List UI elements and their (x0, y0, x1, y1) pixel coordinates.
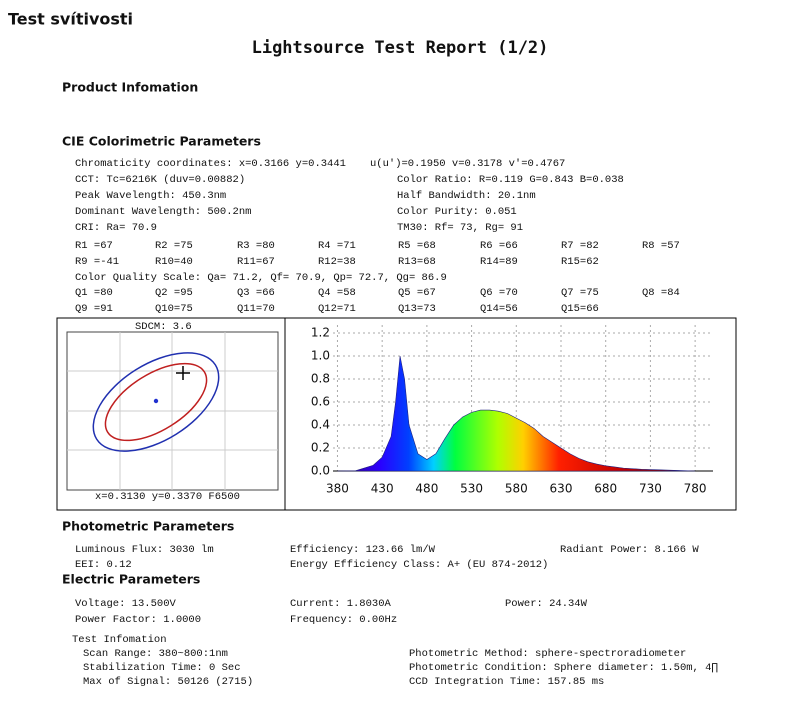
electric-param: Frequency: 0.00Hz (290, 614, 397, 626)
test-param: Stabilization Time: 0 Sec (83, 662, 241, 674)
cie-param: Dominant Wavelength: 500.2nm (75, 206, 251, 218)
cie-param: TM30: Rf= 73, Rg= 91 (397, 222, 523, 234)
cie-param: Chromaticity coordinates: x=0.3166 y=0.3… (75, 158, 346, 170)
cri-value: R5 =68 (398, 240, 436, 252)
cie-param: CRI: Ra= 70.9 (75, 222, 157, 234)
measured-point (176, 366, 190, 380)
cqs-value: Q12=71 (318, 303, 356, 315)
photometric-param: Luminous Flux: 3030 lm (75, 544, 214, 556)
x-tick-label: 480 (415, 482, 438, 496)
section-heading: Electric Parameters (62, 572, 200, 587)
cri-value: R10=40 (155, 256, 193, 268)
figure-frame (56, 317, 737, 511)
cri-value: R14=89 (480, 256, 518, 268)
test-param: Photometric Condition: Sphere diameter: … (409, 662, 718, 674)
section-heading: Photometric Parameters (62, 519, 234, 534)
cqs-value: Q9 =91 (75, 303, 113, 315)
cqs-value: Q13=73 (398, 303, 436, 315)
cri-value: R7 =82 (561, 240, 599, 252)
electric-param: Power: 24.34W (505, 598, 588, 610)
cri-value: R12=38 (318, 256, 356, 268)
sdcm-label: SDCM: 3.6 (135, 321, 192, 333)
spectrum-area (337, 355, 696, 472)
cie-param: Color Purity: 0.051 (397, 206, 517, 218)
tolerance-ellipse (92, 352, 220, 452)
section-heading: Product Infomation (62, 80, 198, 95)
photometric-param: Energy Efficiency Class: A+ (EU 874-2012… (290, 559, 548, 571)
x-tick-label: 580 (505, 482, 528, 496)
section-heading: CIE Colorimetric Parameters (62, 134, 261, 149)
cqs-value: Q15=66 (561, 303, 599, 315)
photometric-param: EEI: 0.12 (75, 559, 132, 571)
cqs-value: Q7 =75 (561, 287, 599, 299)
cie-param: u(u')=0.1950 v=0.3178 v'=0.4767 (370, 158, 565, 170)
chromaticity-diagram: SDCM: 3.6 x=0.3130 y=0.3370 F6500 (66, 321, 279, 503)
cie-param: CCT: Tc=6216K (duv=0.00882) (75, 174, 245, 186)
cie-param: Peak Wavelength: 450.3nm (75, 190, 226, 202)
x-tick-label: 630 (550, 482, 573, 496)
test-param: CCD Integration Time: 157.85 ms (409, 676, 604, 688)
cri-value: R6 =66 (480, 240, 518, 252)
section-heading: Test Infomation (72, 634, 167, 646)
photometric-param: Efficiency: 123.66 lm/W (290, 544, 436, 556)
cqs-value: Q2 =95 (155, 287, 193, 299)
x-tick-label: 680 (594, 482, 617, 496)
cqs-line: Color Quality Scale: Qa= 71.2, Qf= 70.9,… (75, 272, 447, 284)
cqs-value: Q11=70 (237, 303, 275, 315)
sdcm-ellipse (104, 362, 208, 442)
y-tick-label: 0.2 (311, 441, 330, 455)
cqs-value: Q10=75 (155, 303, 193, 315)
reference-label: x=0.3130 y=0.3370 F6500 (95, 491, 240, 503)
center-point (153, 398, 159, 404)
diagram-grid (67, 332, 278, 490)
cie-param: Color Ratio: R=0.119 G=0.843 B=0.038 (397, 174, 624, 186)
test-param: Scan Range: 380~800:1nm (83, 648, 228, 660)
cri-value: R15=62 (561, 256, 599, 268)
cie-param: Half Bandwidth: 20.1nm (397, 190, 536, 202)
x-tick-label: 780 (684, 482, 707, 496)
cqs-value: Q6 =70 (480, 287, 518, 299)
x-tick-label: 730 (639, 482, 662, 496)
y-tick-label: 0.0 (311, 464, 330, 478)
test-param: Photometric Method: sphere-spectroradiom… (409, 648, 686, 660)
y-tick-label: 0.6 (311, 395, 330, 409)
cri-value: R9 =-41 (75, 256, 119, 268)
y-tick-label: 0.4 (311, 418, 330, 432)
electric-param: Voltage: 13.500V (75, 598, 177, 610)
cri-value: R3 =80 (237, 240, 275, 252)
cri-value: R11=67 (237, 256, 275, 268)
cri-value: R4 =71 (318, 240, 356, 252)
cri-value: R1 =67 (75, 240, 113, 252)
cqs-value: Q8 =84 (642, 287, 680, 299)
cqs-value: Q14=56 (480, 303, 518, 315)
site-title: Test svítivosti (8, 10, 133, 29)
y-tick-label: 1.2 (311, 326, 330, 340)
report-title: Lightsource Test Report (1/2) (252, 38, 549, 58)
cri-value: R2 =75 (155, 240, 193, 252)
test-param: Max of Signal: 50126 (2715) (83, 676, 253, 688)
cri-value: R13=68 (398, 256, 436, 268)
cqs-value: Q5 =67 (398, 287, 436, 299)
y-tick-label: 1.0 (311, 349, 330, 363)
cri-value: R8 =57 (642, 240, 680, 252)
photometric-param: Radiant Power: 8.166 W (560, 544, 699, 556)
cqs-value: Q4 =58 (318, 287, 356, 299)
electric-param: Power Factor: 1.0000 (75, 614, 201, 626)
x-tick-label: 430 (371, 482, 394, 496)
x-tick-label: 530 (460, 482, 483, 496)
cqs-value: Q3 =66 (237, 287, 275, 299)
y-tick-label: 0.8 (311, 372, 330, 386)
cqs-value: Q1 =80 (75, 287, 113, 299)
x-tick-label: 380 (326, 482, 349, 496)
electric-param: Current: 1.8030A (290, 598, 392, 610)
